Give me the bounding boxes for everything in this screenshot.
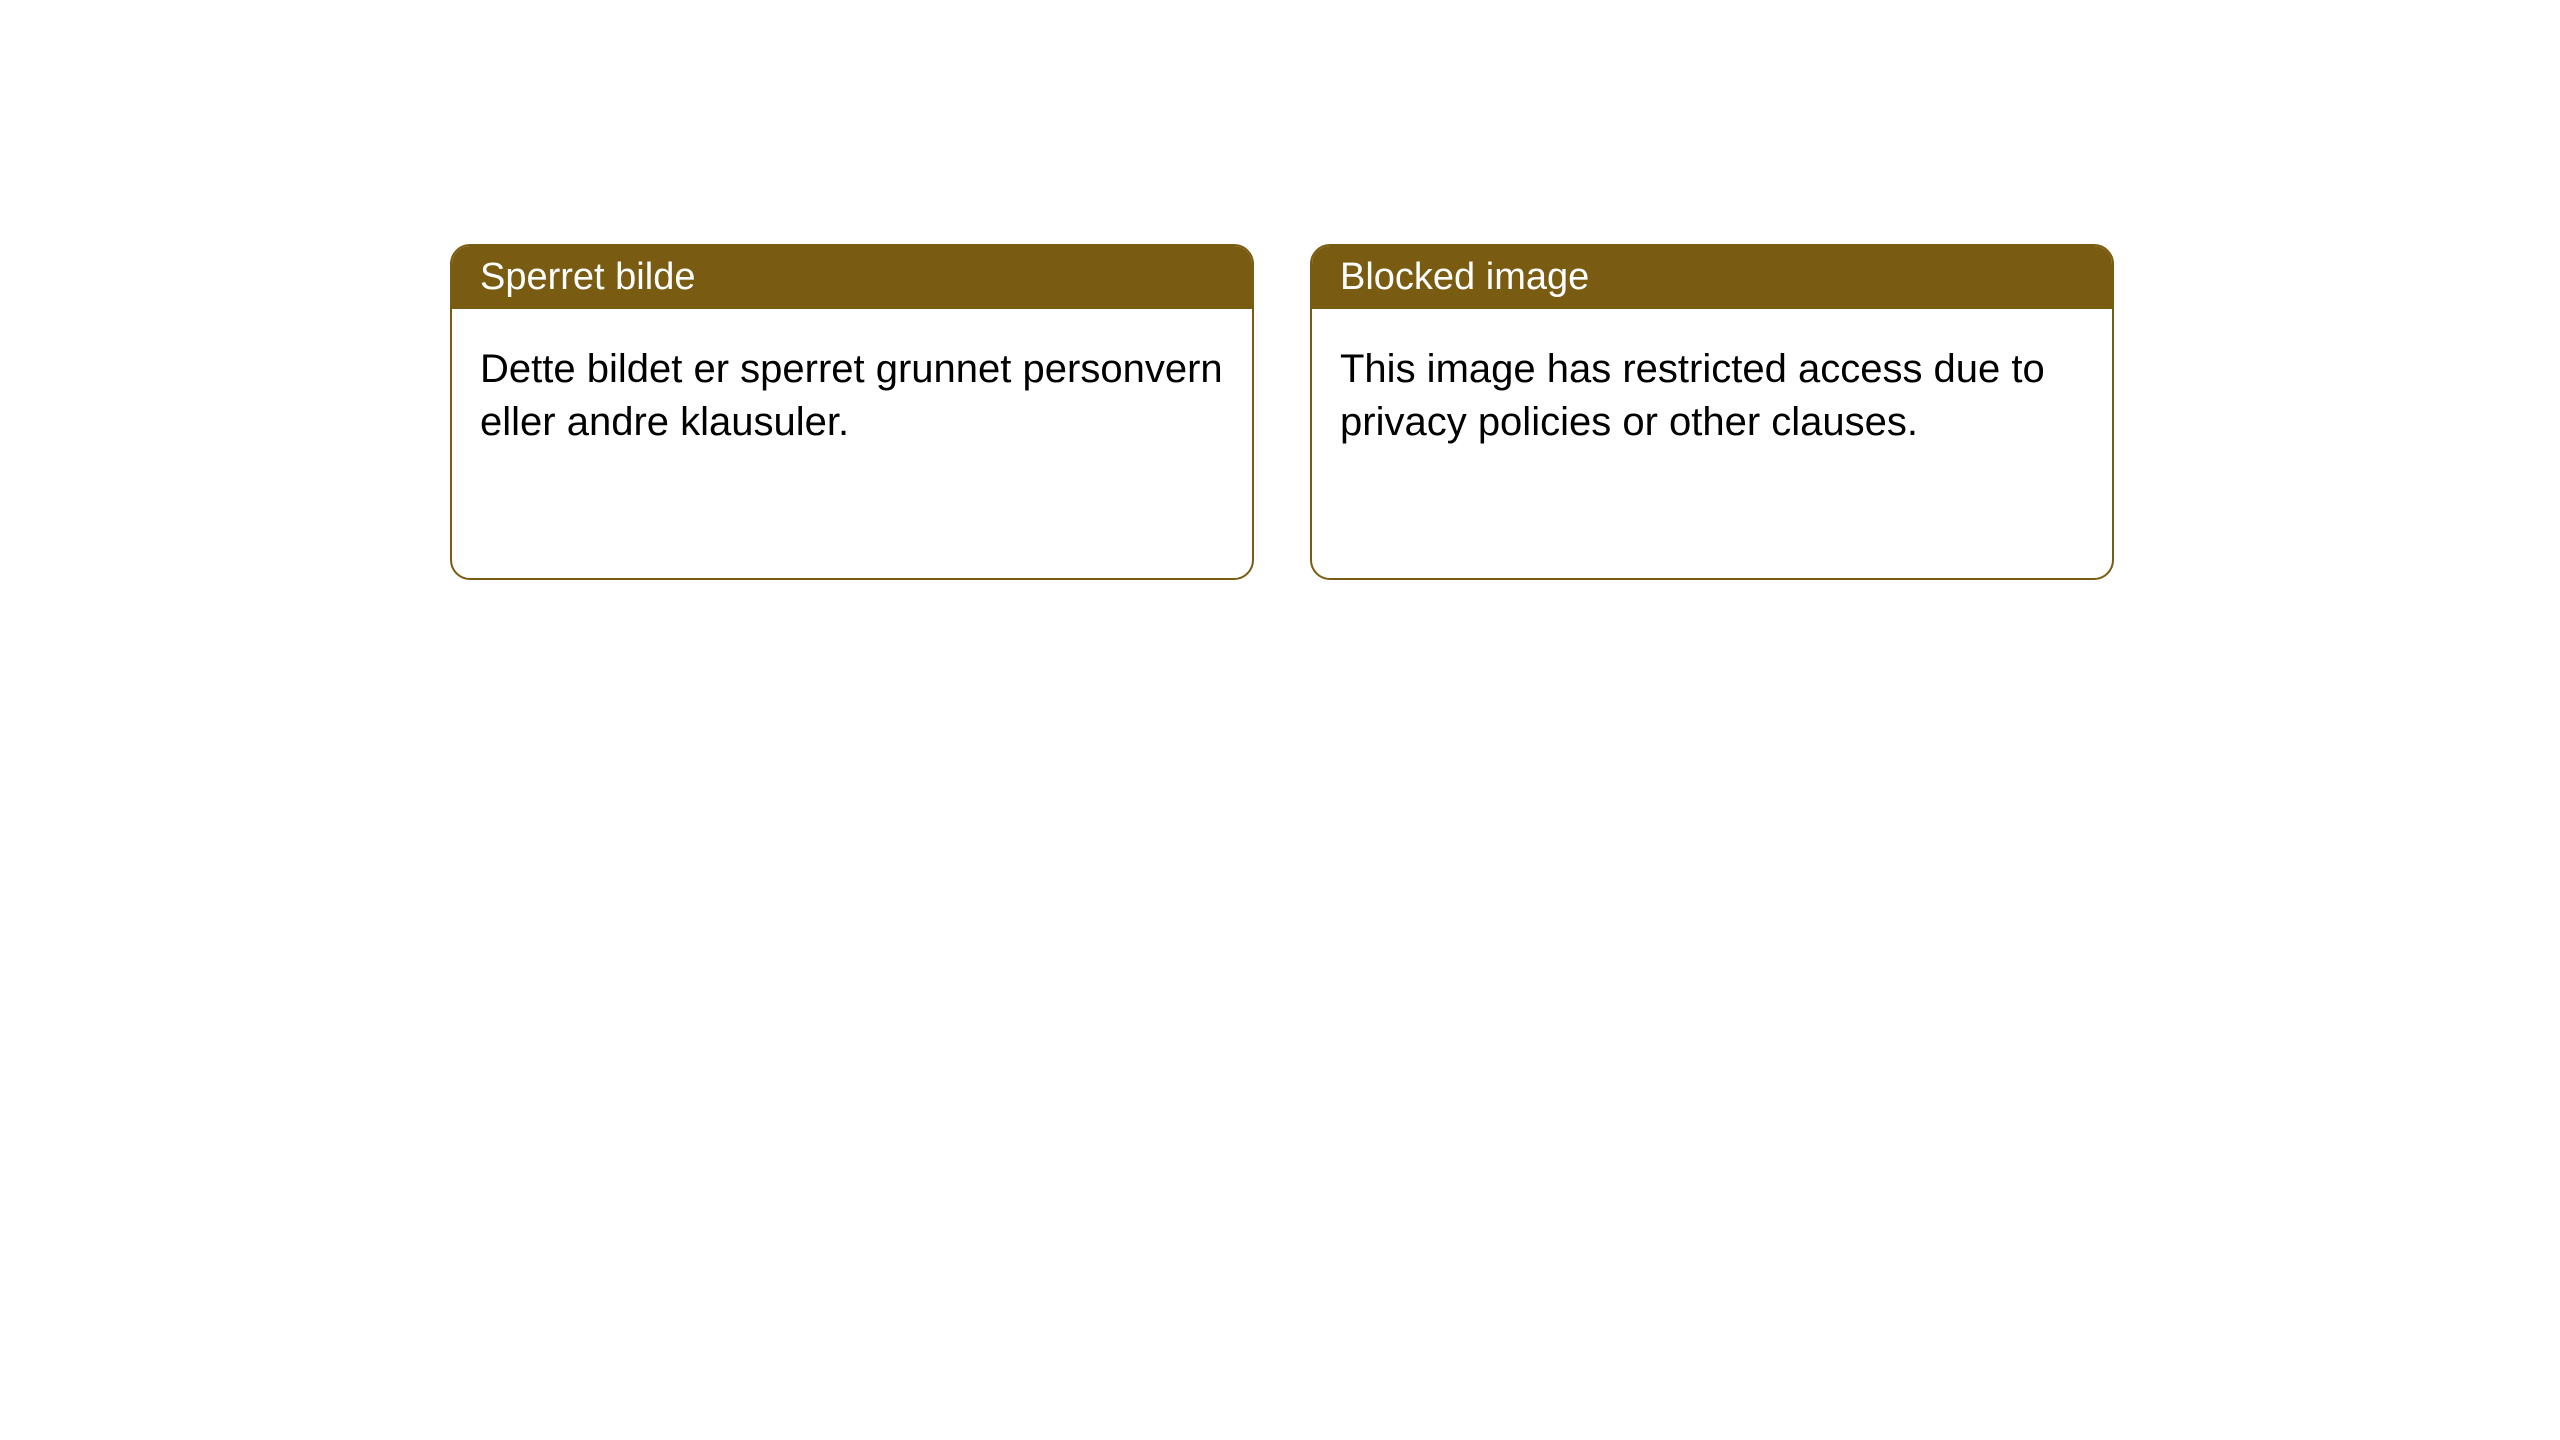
card-body-text: Dette bildet er sperret grunnet personve… (480, 347, 1223, 444)
card-header: Blocked image (1312, 246, 2112, 309)
notice-card-norwegian: Sperret bilde Dette bildet er sperret gr… (450, 244, 1254, 580)
notice-cards-container: Sperret bilde Dette bildet er sperret gr… (0, 0, 2560, 580)
card-body: This image has restricted access due to … (1312, 309, 2112, 483)
card-body: Dette bildet er sperret grunnet personve… (452, 309, 1252, 483)
card-header: Sperret bilde (452, 246, 1252, 309)
notice-card-english: Blocked image This image has restricted … (1310, 244, 2114, 580)
card-title: Blocked image (1340, 256, 1589, 298)
card-title: Sperret bilde (480, 256, 695, 298)
card-body-text: This image has restricted access due to … (1340, 347, 2045, 444)
